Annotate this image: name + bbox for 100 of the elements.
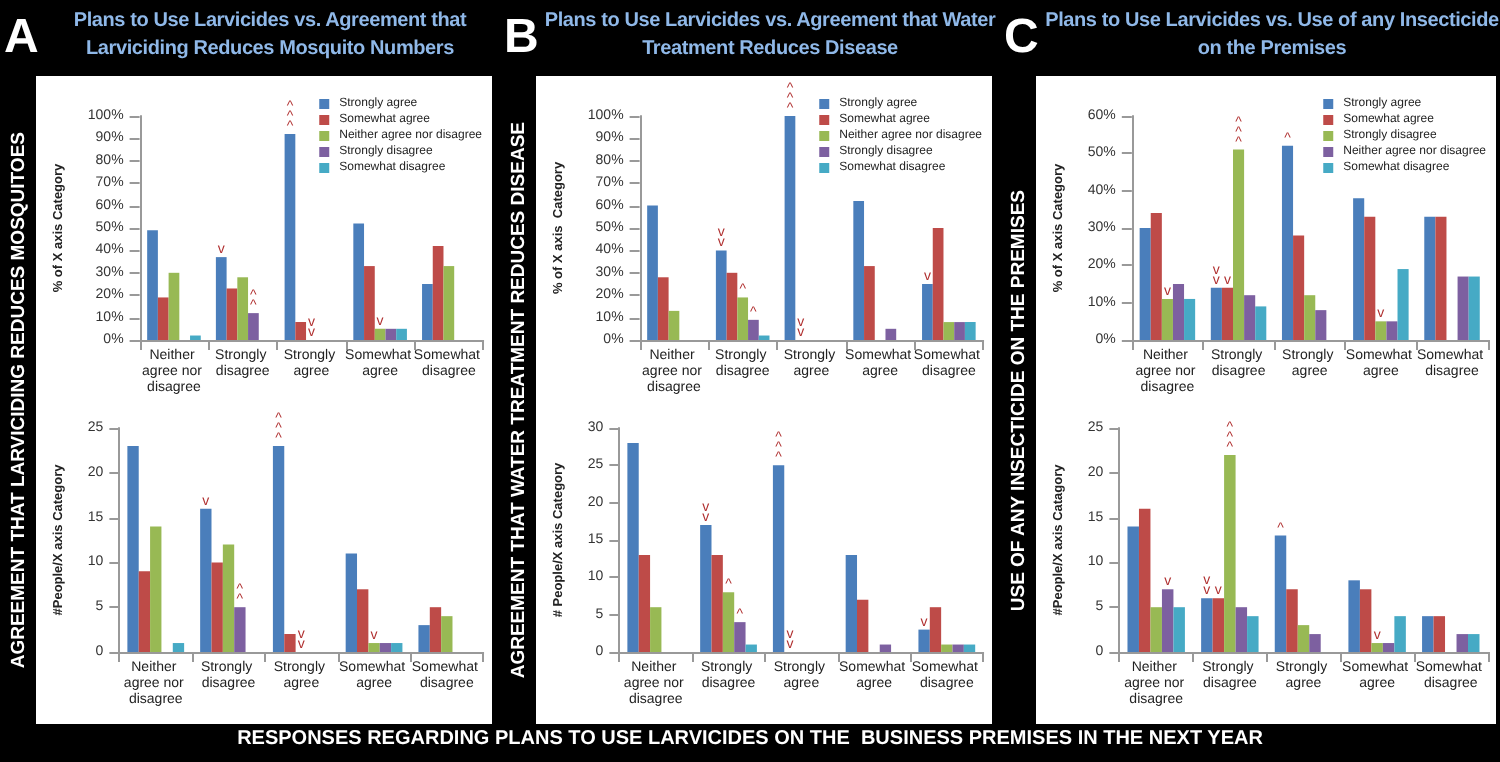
bar xyxy=(668,310,680,340)
bar xyxy=(1315,310,1327,340)
bar xyxy=(784,116,796,340)
bar xyxy=(1247,616,1259,652)
bar xyxy=(638,554,651,652)
chart-title: Plans to Use Larvicides vs. Agreement that Water Treatment Reduces Disease xyxy=(544,8,996,64)
bar xyxy=(952,644,964,652)
bar xyxy=(657,277,669,340)
bar xyxy=(1173,607,1185,652)
bar xyxy=(1457,276,1469,340)
bar xyxy=(1221,287,1233,340)
text: USE OF ANY INSECTICIDE ON THE PREMISES xyxy=(1007,189,1029,611)
bar xyxy=(226,288,238,340)
bar xyxy=(929,607,942,652)
bar xyxy=(853,201,865,340)
bar xyxy=(1364,216,1376,340)
bar xyxy=(1348,580,1360,652)
bar xyxy=(396,328,407,340)
bar xyxy=(211,562,223,652)
bar xyxy=(1468,634,1480,652)
bar xyxy=(272,445,285,652)
text: C xyxy=(1004,10,1039,64)
bar xyxy=(627,442,639,652)
bar xyxy=(932,228,944,340)
bar xyxy=(1138,508,1151,652)
bar xyxy=(1297,625,1310,652)
bar xyxy=(963,644,976,652)
bar xyxy=(237,277,249,340)
bar xyxy=(715,250,727,340)
bar xyxy=(429,607,442,652)
bar xyxy=(1424,216,1436,340)
bar xyxy=(432,245,444,340)
bar xyxy=(1255,306,1267,340)
bar xyxy=(222,544,235,652)
bar xyxy=(127,445,139,652)
bar xyxy=(1201,598,1213,652)
bar xyxy=(1286,589,1298,652)
bar xyxy=(418,625,430,652)
bar xyxy=(443,266,455,340)
bar xyxy=(1375,321,1387,340)
bar xyxy=(1386,321,1398,340)
bar xyxy=(885,328,897,340)
chart-title: Plans to Use Larvicides vs. Use of any Insecticide on the Premises xyxy=(1044,8,1500,64)
bar xyxy=(964,322,976,340)
bar xyxy=(1150,213,1162,340)
bar xyxy=(385,328,397,340)
bar xyxy=(1468,276,1480,340)
bar xyxy=(379,643,392,652)
bar xyxy=(1127,526,1139,652)
chart-title: Plans to Use Larvicides vs. Agreement that Larviciding Reduces Mosquito Numbers xyxy=(71,8,469,64)
bar xyxy=(357,589,369,652)
bar xyxy=(1293,235,1305,340)
bar xyxy=(200,508,212,652)
bar xyxy=(422,284,433,340)
bar xyxy=(1161,589,1174,652)
bar xyxy=(1397,269,1409,340)
bar xyxy=(879,644,892,652)
bar xyxy=(1139,228,1151,340)
bar xyxy=(647,205,658,340)
bar xyxy=(157,297,169,340)
bar xyxy=(1161,298,1173,340)
bar xyxy=(954,322,965,340)
bar xyxy=(1224,454,1236,652)
bar xyxy=(345,553,358,652)
bar xyxy=(284,133,296,340)
bar xyxy=(864,266,875,340)
bar xyxy=(441,616,453,652)
bar xyxy=(353,223,365,340)
bar xyxy=(1433,616,1446,652)
bar xyxy=(391,643,403,652)
bar xyxy=(1394,616,1406,652)
text: AGREEMENT THAT LARVICIDING REDUCES MOSQUITOES xyxy=(7,131,29,669)
bar xyxy=(700,525,712,652)
bar xyxy=(726,272,738,340)
text: RESPONSES REGARDING PLANS TO USE LARVICIDES ON THE BUSINESS PREMISES IN THE NEXT YEAR xyxy=(235,728,1265,750)
bar xyxy=(845,554,858,652)
bar xyxy=(922,284,933,340)
bar xyxy=(138,571,151,652)
bar xyxy=(1371,643,1383,652)
bar xyxy=(1210,287,1222,340)
bar xyxy=(215,257,227,340)
bar xyxy=(1244,295,1256,340)
bar xyxy=(918,629,930,652)
text: B xyxy=(504,10,539,64)
bar xyxy=(737,297,749,340)
bar xyxy=(857,599,869,652)
bar xyxy=(1172,284,1185,340)
bar xyxy=(1235,607,1248,652)
bar xyxy=(1359,589,1372,652)
bar xyxy=(368,643,380,652)
bar xyxy=(1212,598,1225,652)
bar xyxy=(711,554,723,652)
text: A xyxy=(4,10,39,64)
bar xyxy=(234,607,246,652)
bar xyxy=(364,266,375,340)
bar xyxy=(745,644,757,652)
bar xyxy=(772,465,785,652)
bar xyxy=(1304,295,1316,340)
bar xyxy=(168,272,180,340)
bar xyxy=(295,322,307,340)
